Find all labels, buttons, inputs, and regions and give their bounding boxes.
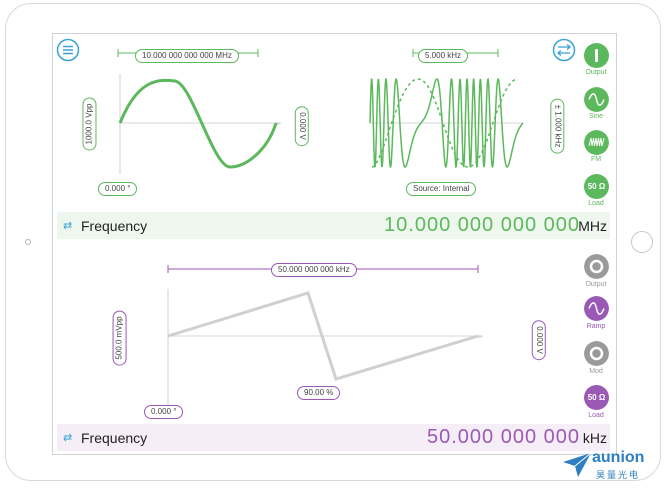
ch1-frequency-value[interactable]: 10.000 000 000 000: [384, 214, 580, 236]
camera-dot: [25, 239, 31, 245]
ch2-output-label: Output: [585, 281, 607, 288]
ch2-frequency-pill[interactable]: 50.000 000 000 kHz: [271, 263, 357, 277]
ch2-mod-button[interactable]: [584, 341, 609, 366]
ch1-mod-frequency-pill[interactable]: 5.000 kHz: [418, 49, 469, 63]
svg-text:+: +: [275, 120, 281, 128]
brand-name: aunion: [592, 449, 645, 466]
ch2-offset-pill[interactable]: 0.000 V: [531, 320, 546, 360]
ch2-modulation-label: Mod: [589, 368, 603, 375]
swap-icon: ⇄: [63, 220, 73, 232]
ch1-fm-button[interactable]: [584, 130, 609, 155]
ch2-frequency-value[interactable]: 50.000 000 000: [426, 426, 580, 448]
power-icon: [595, 49, 598, 62]
ch1-frequency-pill[interactable]: 10.000 000 000 000 MHz: [135, 49, 239, 63]
ch1-mod-deviation-pill[interactable]: ± 1.000 kHz: [550, 98, 565, 154]
ch1-output-label: Output: [585, 69, 607, 76]
ch1-amplitude-pill[interactable]: 1000.0 Vpp: [82, 97, 97, 151]
ch1-load-button[interactable]: 50 Ω: [584, 174, 609, 199]
ch2-output-button[interactable]: [584, 254, 609, 279]
ch2-load-label: Load: [588, 412, 604, 419]
home-button[interactable]: [631, 231, 653, 253]
app-screen: + 10.000 000 000 000 MHz 5.000 kHz 1000.…: [52, 33, 617, 455]
brand-subtitle: 昊量光电: [596, 471, 641, 481]
swap-icon: ⇄: [63, 432, 73, 444]
ch2-frequency-bar[interactable]: ⇄ Frequency 50.000 000 000 kHz: [57, 424, 610, 451]
ch1-frequency-bar[interactable]: ⇄ Frequency 10.000 000 000 000 MHz: [57, 212, 610, 239]
ch2-frequency-unit[interactable]: kHz: [582, 430, 607, 446]
ch1-output-button[interactable]: [584, 43, 609, 68]
ch2-waveform-label: Ramp: [586, 323, 606, 330]
ch2-ramp-button[interactable]: [584, 296, 609, 321]
sine-wave-icon: [588, 93, 605, 106]
ch2-symmetry-pill[interactable]: 90.00 %: [297, 386, 341, 400]
svg-text:+: +: [477, 333, 483, 341]
ch2-amplitude-pill[interactable]: 500.0 mVpp: [112, 310, 127, 366]
ramp-wave-icon: [588, 302, 605, 315]
ch1-waveform-label: Sine: [588, 113, 603, 120]
ch1-offset-pill[interactable]: 0.000 V: [294, 106, 309, 146]
ch2-load-button[interactable]: 50 Ω: [584, 385, 609, 410]
ch2-phase-pill[interactable]: 0.000 °: [144, 405, 184, 419]
ch1-phase-pill[interactable]: 0.000 °: [98, 182, 138, 196]
power-icon: [589, 259, 604, 274]
ch1-frequency-label: Frequency: [81, 218, 148, 234]
ch1-sine-button[interactable]: [584, 87, 609, 112]
ch2-frequency-label: Frequency: [81, 430, 148, 446]
ch1-load-label: Load: [588, 200, 604, 207]
ch1-modulation-label: FM: [590, 156, 602, 163]
fm-icon: [588, 137, 605, 147]
menu-icon[interactable]: [56, 38, 80, 62]
sliders-icon[interactable]: [552, 38, 576, 62]
power-icon: [589, 346, 604, 361]
ch1-frequency-unit[interactable]: MHz: [578, 218, 607, 234]
brand-watermark: aunion 昊量光电: [562, 448, 667, 484]
paper-plane-icon: [563, 452, 592, 477]
ch1-source-pill[interactable]: Source: Internal: [406, 182, 477, 196]
